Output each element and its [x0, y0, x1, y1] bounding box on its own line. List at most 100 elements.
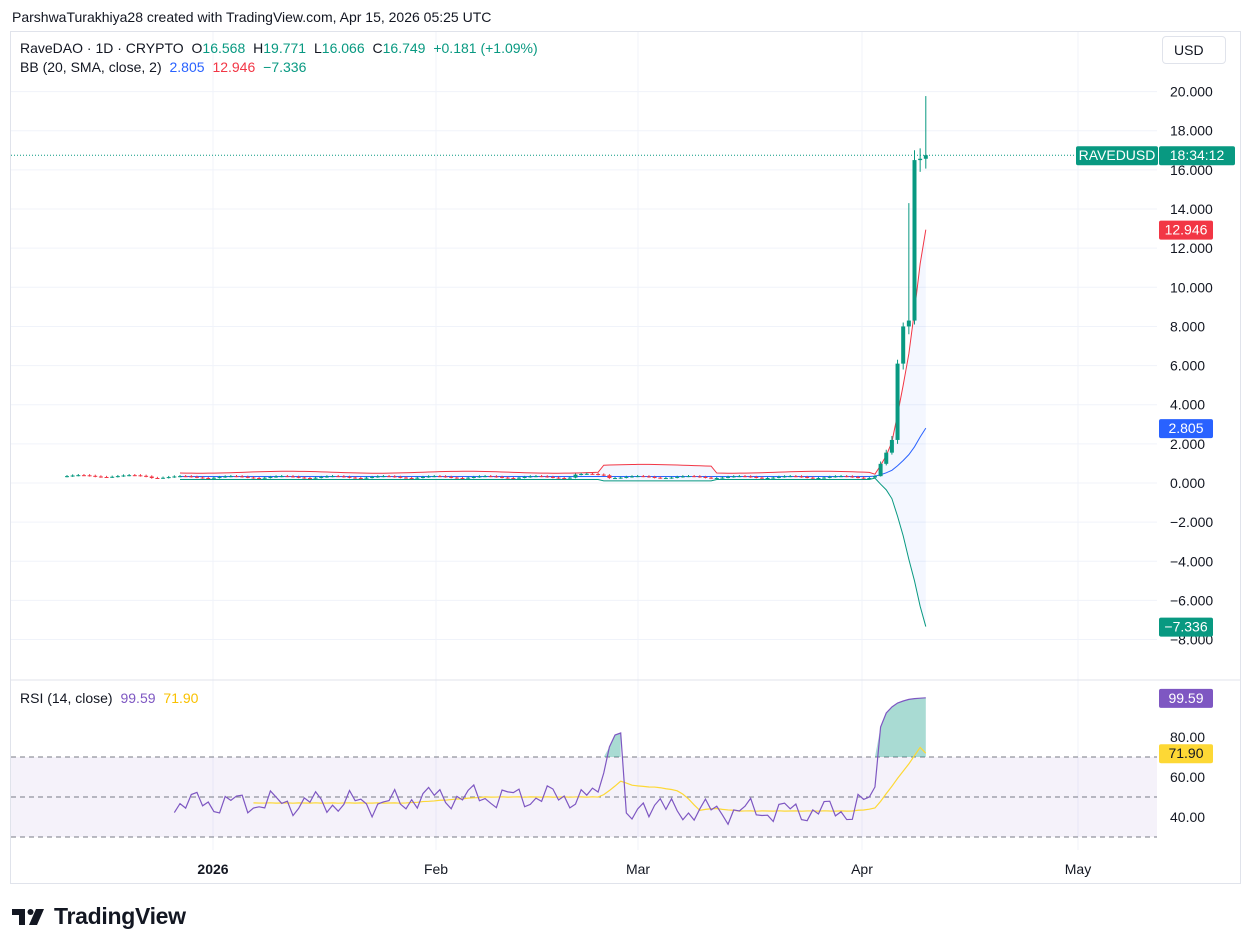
bb-basis-value: 2.805: [169, 59, 205, 75]
candle-body: [703, 476, 708, 478]
bb-basis-badge-bg: [1159, 419, 1213, 439]
high-label: H: [253, 40, 264, 56]
tradingview-logo[interactable]: TradingView: [12, 903, 186, 930]
candle-body: [918, 158, 923, 161]
candle-body: [302, 477, 307, 479]
candle-body: [562, 478, 567, 480]
candle-body: [466, 477, 471, 479]
candle-body: [720, 477, 725, 479]
candle-body: [652, 476, 657, 478]
close-label: C: [372, 40, 383, 56]
low-label: L: [313, 40, 322, 56]
time-tick-label: 2026: [197, 861, 228, 877]
candle-body: [234, 476, 239, 478]
candle-body: [635, 476, 640, 478]
candle-body: [584, 473, 589, 475]
candle-body: [726, 476, 731, 478]
candle-body: [799, 476, 804, 478]
tradingview-icon: [12, 908, 44, 925]
candle-body: [567, 477, 572, 479]
bb-lower-badge: −7.336: [1164, 619, 1207, 635]
candle-body: [460, 478, 465, 480]
chart-frame: [10, 31, 1241, 884]
rsi-value: 99.59: [120, 690, 156, 706]
time-tick-label: Apr: [851, 861, 873, 877]
price-tick-label: 16.000: [1170, 162, 1213, 178]
candle-body: [291, 476, 295, 478]
candle-body: [189, 476, 194, 478]
rsi-label: RSI (14, close): [20, 690, 113, 706]
candle-body: [816, 478, 821, 480]
candle-body: [194, 476, 199, 478]
candle-body: [110, 476, 115, 478]
rsi-legend[interactable]: RSI (14, close) 99.59 71.90: [20, 690, 202, 706]
candle-body: [850, 476, 855, 478]
candle-body: [370, 477, 375, 479]
price-tick-label: 2.000: [1170, 436, 1205, 452]
candle-body: [76, 475, 81, 477]
symbol-title[interactable]: RaveDAO · 1D · CRYPTO: [20, 40, 184, 56]
candle-body: [793, 476, 798, 478]
candle-body: [398, 476, 403, 478]
candle-body: [87, 475, 92, 477]
candle-body: [228, 476, 233, 478]
candle-body: [155, 477, 160, 479]
candle-body: [579, 474, 584, 476]
rsi-ma-badge-bg: [1159, 744, 1213, 764]
rsi-value-badge-bg: [1159, 688, 1213, 708]
candle-body: [805, 477, 810, 479]
candle-body: [810, 477, 815, 479]
candle-body: [268, 477, 273, 479]
candle-body: [132, 475, 137, 477]
candle-body: [443, 476, 448, 478]
candle-body: [771, 477, 776, 479]
candle-body: [172, 476, 177, 478]
candle-body: [533, 476, 538, 478]
candle-body: [658, 477, 663, 479]
price-tick-label: −6.000: [1170, 592, 1213, 608]
rsi-tick-label: 40.00: [1170, 809, 1205, 825]
candle-body: [776, 476, 781, 478]
time-tick-label: Mar: [626, 861, 650, 877]
rsi-tick-label: 80.00: [1170, 729, 1205, 745]
candle-body: [889, 439, 894, 453]
candle-body: [867, 478, 872, 480]
price-tick-label: 8.000: [1170, 318, 1205, 334]
candle-body: [550, 476, 555, 478]
candle-body: [319, 477, 324, 479]
countdown-badge-bg: [1159, 146, 1235, 166]
candle-body: [307, 478, 312, 480]
candle-body: [471, 476, 476, 478]
candle-body: [500, 476, 505, 478]
currency-button[interactable]: USD: [1162, 36, 1226, 64]
time-tick-label: Feb: [424, 861, 448, 877]
candle-body: [257, 478, 262, 480]
candle-body: [675, 476, 680, 478]
candle-body: [341, 476, 346, 478]
rsi-tick-label: 60.00: [1170, 769, 1205, 785]
bb-upper-badge-bg: [1159, 220, 1213, 240]
candle-body: [601, 474, 606, 476]
candle-body: [324, 476, 329, 478]
candle-body: [144, 475, 149, 477]
price-tick-label: 20.000: [1170, 84, 1213, 100]
candle-body: [669, 477, 674, 479]
axis-badges: RAVEDUSD 18:34:12 12.946 2.805 −7.336 99.59 71…: [1076, 146, 1235, 764]
candle-body: [488, 476, 493, 478]
candle-body: [641, 476, 646, 478]
change-value: +0.181 (+1.09%): [433, 40, 538, 56]
candle-body: [872, 476, 877, 478]
candle-body: [121, 475, 126, 477]
candle-body: [511, 478, 516, 480]
bb-upper-badge: 12.946: [1165, 222, 1208, 238]
rsi-line: [173, 697, 926, 826]
bb-legend[interactable]: BB (20, SMA, close, 2) 2.805 12.946 −7.3…: [20, 59, 310, 75]
candle-body: [211, 477, 216, 479]
candle-body: [737, 476, 742, 478]
candle-body: [624, 476, 629, 478]
price-tick-label: 6.000: [1170, 358, 1205, 374]
candle-body: [330, 476, 335, 478]
candle-body: [104, 477, 109, 479]
candle-body: [217, 477, 222, 479]
